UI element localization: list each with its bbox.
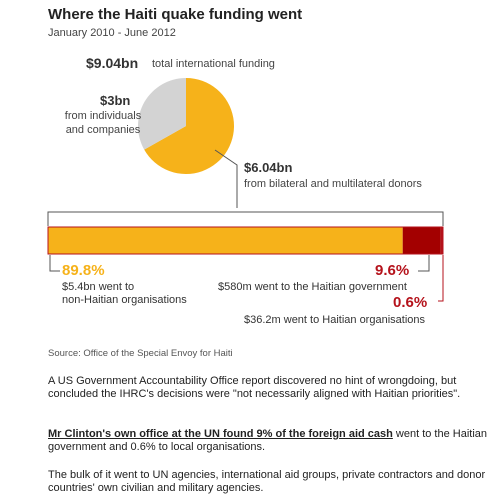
bar-bracket [47,211,444,226]
pie-slice-private [138,78,186,150]
bar-segment-haitian-government [402,227,441,254]
chart-title: Where the Haiti quake funding went [48,6,303,23]
connector-bilateral [214,149,238,208]
article-paragraph-1: A US Government Accountability Office re… [48,375,461,400]
slice-private-line2: and companies [65,124,141,136]
seg3-pct: 0.6% [393,294,428,311]
bar-outline [47,226,444,255]
seg1-pct: 89.8% [62,262,105,279]
article-paragraph-2-rest: went to the Haitian government and 0.6% … [48,428,488,453]
article-paragraph-3: The bulk of it went to UN agencies, inte… [48,469,486,494]
article-link-clinton-office[interactable]: Mr Clinton's own office at the UN found … [48,428,393,440]
chart-subtitle: January 2010 - June 2012 [48,27,176,39]
slice-bilateral-value: $6.04bn [244,160,293,175]
seg1-line1: $5.4bn went to [62,281,135,293]
pie-slice-bilateral [144,78,234,174]
slice-private-line1: from individuals [64,110,142,122]
stacked-bar [47,226,444,255]
seg1-line2: non-Haitian organisations [62,294,187,306]
pie-chart [138,78,234,174]
leader-seg1 [49,255,60,272]
slice-bilateral-label: from bilateral and multilateral donors [244,178,422,190]
seg2-label: $580m went to the Haitian government [218,281,407,293]
leader-seg3 [438,255,444,302]
slice-private-label: from individuals and companies [58,109,148,137]
seg1-label: $5.4bn went to non-Haitian organisations [62,281,187,307]
seg2-pct: 9.6% [375,262,410,279]
bar-segment-non-haitian [48,227,403,254]
total-text: total international funding [152,58,275,70]
seg3-label: $36.2m went to Haitian organisations [244,314,425,326]
bar-segment-haitian-organisations [440,227,443,254]
slice-private-value: $3bn [100,93,131,108]
chart-source: Source: Office of the Special Envoy for … [48,348,233,359]
total-value: $9.04bn [86,55,139,71]
article-paragraph-2: Mr Clinton's own office at the UN found … [48,428,488,454]
leader-seg2 [418,255,430,272]
